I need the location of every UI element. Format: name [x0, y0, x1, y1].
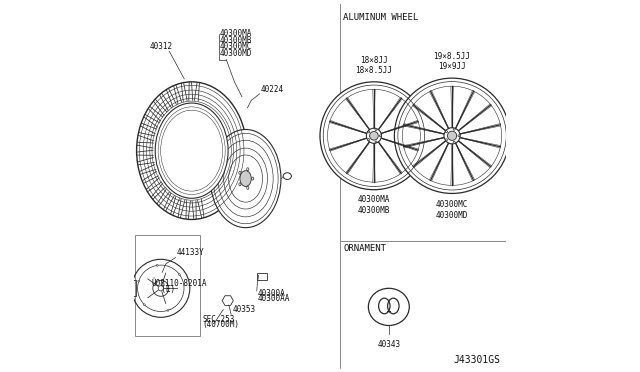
Ellipse shape [143, 304, 145, 305]
Ellipse shape [375, 141, 377, 143]
Ellipse shape [366, 128, 381, 143]
Ellipse shape [458, 135, 460, 137]
Ellipse shape [156, 103, 228, 198]
Ellipse shape [240, 171, 252, 186]
Ellipse shape [239, 171, 241, 174]
Text: 40224: 40224 [260, 85, 284, 94]
Ellipse shape [375, 129, 377, 131]
Bar [257, 273, 267, 280]
Ellipse shape [368, 139, 370, 141]
Ellipse shape [370, 131, 378, 140]
Text: 40312: 40312 [150, 42, 173, 51]
Ellipse shape [380, 135, 381, 137]
Text: 40300MC
40300MD: 40300MC 40300MD [436, 200, 468, 219]
Text: 40300AA: 40300AA [257, 294, 290, 303]
Text: J43301GS: J43301GS [453, 355, 500, 365]
Text: SEC.253: SEC.253 [203, 315, 235, 324]
Text: 40300MC: 40300MC [220, 42, 252, 51]
Ellipse shape [252, 177, 253, 180]
Ellipse shape [453, 128, 455, 130]
Text: (40700M): (40700M) [203, 320, 240, 329]
Ellipse shape [247, 186, 249, 189]
Ellipse shape [394, 78, 509, 193]
Ellipse shape [247, 168, 249, 171]
Text: (E): (E) [152, 285, 175, 294]
Ellipse shape [447, 131, 457, 140]
Ellipse shape [156, 264, 158, 266]
Text: 19×8.5JJ
19×9JJ: 19×8.5JJ 19×9JJ [433, 52, 470, 71]
Text: 18×8JJ
18×8.5JJ: 18×8JJ 18×8.5JJ [355, 56, 392, 75]
Ellipse shape [445, 131, 447, 133]
Text: 40353: 40353 [232, 305, 255, 314]
Ellipse shape [369, 288, 410, 326]
Bar [135, 235, 200, 336]
Text: ALUMINUM WHEEL: ALUMINUM WHEEL [343, 13, 419, 22]
Ellipse shape [320, 82, 428, 190]
Ellipse shape [368, 131, 370, 133]
Ellipse shape [138, 280, 140, 282]
Ellipse shape [453, 141, 455, 143]
Ellipse shape [158, 286, 163, 291]
Text: 40300MA: 40300MA [220, 29, 252, 38]
Text: ORNAMENT: ORNAMENT [343, 244, 386, 253]
Ellipse shape [239, 183, 241, 186]
Text: 40343: 40343 [377, 340, 401, 349]
Ellipse shape [284, 173, 291, 179]
Ellipse shape [211, 129, 281, 228]
Text: Û08110-8201A: Û08110-8201A [152, 279, 207, 288]
Text: 40300A: 40300A [257, 289, 285, 298]
Ellipse shape [167, 310, 169, 311]
Ellipse shape [445, 139, 447, 141]
Text: 40300MD: 40300MD [220, 49, 252, 58]
Ellipse shape [444, 128, 460, 144]
Ellipse shape [136, 82, 246, 219]
Text: 40300MB: 40300MB [220, 36, 252, 45]
Ellipse shape [179, 274, 180, 276]
Text: 44133Y: 44133Y [177, 248, 205, 257]
Text: 40300MA
40300MB: 40300MA 40300MB [358, 195, 390, 215]
